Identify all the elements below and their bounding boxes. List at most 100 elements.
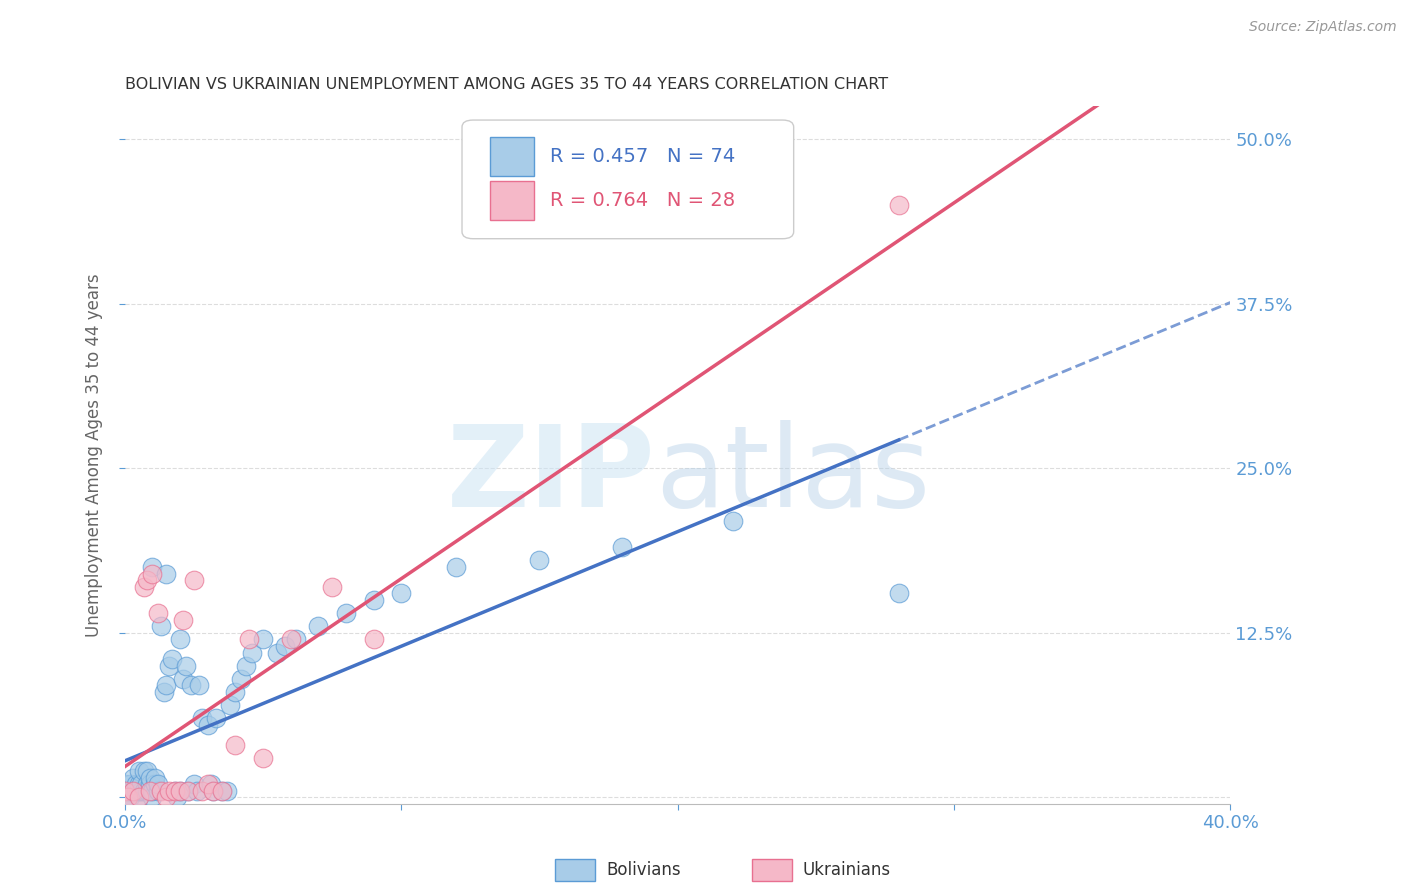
Text: Ukrainians: Ukrainians bbox=[803, 861, 891, 879]
Point bbox=[180, 678, 202, 692]
Point bbox=[186, 784, 208, 798]
Point bbox=[197, 777, 219, 791]
Point bbox=[363, 593, 385, 607]
Point bbox=[252, 751, 274, 765]
Point bbox=[152, 685, 174, 699]
Point bbox=[191, 711, 214, 725]
Point bbox=[128, 790, 150, 805]
Point bbox=[235, 658, 257, 673]
Point bbox=[446, 560, 468, 574]
Point bbox=[141, 790, 163, 805]
Point bbox=[274, 639, 297, 653]
Point bbox=[887, 586, 910, 600]
Point bbox=[117, 790, 139, 805]
Point bbox=[202, 784, 225, 798]
Point bbox=[191, 784, 214, 798]
Point bbox=[887, 198, 910, 212]
Point bbox=[157, 784, 180, 798]
Text: ZIP: ZIP bbox=[447, 420, 655, 532]
Point bbox=[141, 566, 163, 581]
Point bbox=[136, 764, 159, 778]
Point bbox=[335, 606, 357, 620]
Point bbox=[117, 784, 139, 798]
Point bbox=[174, 658, 197, 673]
Point bbox=[211, 784, 233, 798]
Point bbox=[149, 619, 172, 633]
Point bbox=[169, 784, 191, 798]
Point bbox=[280, 632, 302, 647]
Point bbox=[128, 764, 150, 778]
Point bbox=[218, 698, 240, 713]
Point bbox=[114, 784, 136, 798]
Point bbox=[141, 784, 163, 798]
Point bbox=[285, 632, 308, 647]
Point bbox=[125, 777, 148, 791]
Point bbox=[612, 540, 634, 554]
Point bbox=[224, 685, 246, 699]
Point bbox=[389, 586, 412, 600]
Point bbox=[155, 566, 177, 581]
Point bbox=[211, 784, 233, 798]
Point bbox=[172, 672, 194, 686]
Point bbox=[321, 580, 343, 594]
Point bbox=[120, 790, 142, 805]
Text: Bolivians: Bolivians bbox=[606, 861, 681, 879]
Point bbox=[117, 790, 139, 805]
Text: R = 0.457   N = 74: R = 0.457 N = 74 bbox=[551, 147, 735, 166]
Point bbox=[224, 738, 246, 752]
Point bbox=[131, 777, 153, 791]
Point bbox=[134, 580, 156, 594]
Point bbox=[122, 784, 145, 798]
Point bbox=[163, 784, 186, 798]
Point bbox=[131, 784, 153, 798]
Point bbox=[166, 790, 188, 805]
Point bbox=[128, 784, 150, 798]
Point bbox=[363, 632, 385, 647]
Point bbox=[120, 784, 142, 798]
Point bbox=[200, 777, 222, 791]
Point bbox=[183, 573, 205, 587]
Point bbox=[134, 764, 156, 778]
Point bbox=[169, 632, 191, 647]
Point bbox=[143, 777, 166, 791]
Point bbox=[136, 784, 159, 798]
Point bbox=[202, 784, 225, 798]
Point bbox=[155, 790, 177, 805]
Point bbox=[149, 784, 172, 798]
Point bbox=[141, 560, 163, 574]
Point bbox=[155, 678, 177, 692]
FancyBboxPatch shape bbox=[489, 137, 534, 176]
Point bbox=[136, 573, 159, 587]
Point bbox=[120, 777, 142, 791]
Point bbox=[238, 632, 260, 647]
Point bbox=[197, 718, 219, 732]
Point bbox=[157, 658, 180, 673]
Point bbox=[136, 777, 159, 791]
Point bbox=[177, 784, 200, 798]
Point bbox=[122, 784, 145, 798]
Point bbox=[163, 784, 186, 798]
Point bbox=[172, 613, 194, 627]
Point bbox=[160, 652, 183, 666]
Point bbox=[183, 777, 205, 791]
Point bbox=[229, 672, 252, 686]
Text: atlas: atlas bbox=[655, 420, 931, 532]
Point bbox=[128, 790, 150, 805]
Point bbox=[529, 553, 551, 567]
FancyBboxPatch shape bbox=[489, 181, 534, 219]
Point bbox=[138, 777, 160, 791]
Text: Source: ZipAtlas.com: Source: ZipAtlas.com bbox=[1249, 20, 1396, 34]
Y-axis label: Unemployment Among Ages 35 to 44 years: Unemployment Among Ages 35 to 44 years bbox=[86, 273, 103, 637]
Point bbox=[125, 784, 148, 798]
Point bbox=[217, 784, 239, 798]
Point bbox=[266, 646, 288, 660]
Point bbox=[252, 632, 274, 647]
Point bbox=[114, 790, 136, 805]
Point bbox=[114, 777, 136, 791]
Point bbox=[138, 784, 160, 798]
Point bbox=[146, 777, 169, 791]
Point bbox=[146, 606, 169, 620]
FancyBboxPatch shape bbox=[463, 120, 793, 239]
Point bbox=[205, 711, 228, 725]
Point bbox=[307, 619, 329, 633]
